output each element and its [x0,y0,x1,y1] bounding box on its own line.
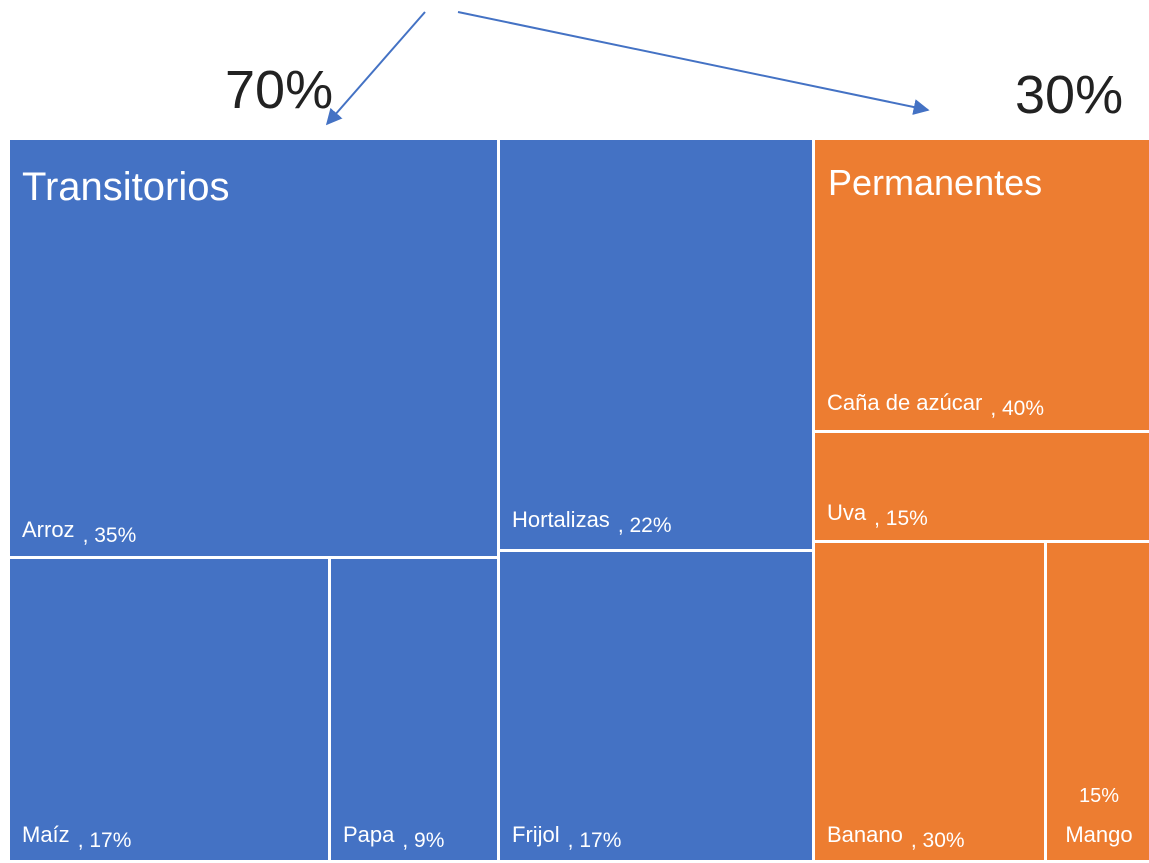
tile-name: Mango [1065,822,1132,847]
tile-value: , 40% [990,397,1044,420]
group-title: Transitorios [22,165,229,209]
tile [331,559,497,860]
tile [500,140,812,549]
tile-label: Frijol , 17% [512,822,621,852]
tile-label: Caña de azúcar , 40% [827,390,1044,420]
tile-value: , 15% [874,507,928,530]
tile [815,140,1149,430]
tile-name: Papa [343,822,395,847]
tile-value: , 35% [83,524,137,547]
arrow [457,11,930,115]
tile-label: Arroz , 35% [22,517,136,547]
tile-value: , 17% [78,829,132,852]
tile-label: Maíz , 17% [22,822,131,852]
group-percent: 30% [1015,65,1123,125]
tile-name: Uva [827,500,867,525]
group-percent: 70% [225,60,333,120]
tile-name: Hortalizas [512,507,610,532]
tile-label: Hortalizas , 22% [512,507,672,537]
tile [815,433,1149,540]
tile [1047,543,1149,860]
arrow [325,11,426,126]
tile-name: Banano [827,822,903,847]
tile-label: Banano , 30% [827,822,965,852]
tile-name: Frijol [512,822,560,847]
tile-value: , 17% [568,829,622,852]
group-title: Permanentes [828,162,1042,203]
tile [10,140,497,556]
tile [10,559,328,860]
tile-value: , 30% [911,829,965,852]
tile [500,552,812,860]
tile-name: Arroz [22,517,75,542]
tile-name: Caña de azúcar [827,390,982,415]
tile-name: Maíz [22,822,70,847]
tile-value: , 9% [402,829,444,852]
tile-value: , 22% [618,514,672,537]
tile [815,543,1044,860]
tile-value: 15% [1079,785,1119,807]
tile-label: Uva , 15% [827,500,928,530]
tile-label: Papa , 9% [343,822,444,852]
